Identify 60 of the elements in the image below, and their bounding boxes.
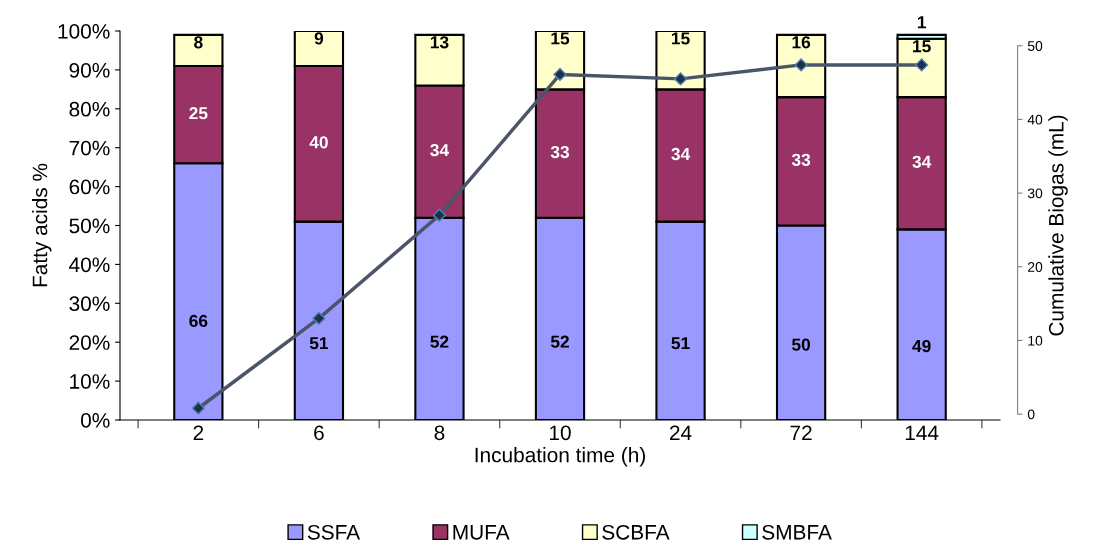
data-label: 51	[671, 337, 690, 350]
data-label: 34	[671, 147, 691, 161]
point	[553, 67, 567, 82]
point	[794, 58, 808, 72]
point	[191, 401, 205, 415]
x-tick-label: 72	[790, 425, 812, 440]
x-tick-label: 6	[314, 425, 324, 441]
data-label: 33	[791, 153, 811, 166]
data-label: 40	[309, 136, 328, 149]
data-label: 50	[791, 338, 811, 351]
y-tick-label: 50%	[69, 218, 110, 234]
x-tick-label: 8	[434, 425, 445, 441]
y-tick-label: 100%	[58, 24, 110, 39]
y-tick-label: 60%	[69, 179, 110, 195]
y-tick-label: 90%	[69, 62, 110, 78]
data-label: 13	[430, 36, 449, 49]
data-label: 34	[912, 155, 932, 168]
data-label: 16	[792, 36, 811, 49]
y2-tick-label: 10	[1028, 335, 1043, 346]
y2-tick-label: 40	[1027, 114, 1043, 125]
y-tick-label: 0%	[80, 413, 110, 428]
y-tick-label: 70%	[69, 140, 110, 156]
data-label: 8	[194, 36, 203, 49]
data-label: 15	[671, 32, 690, 45]
data-label: 52	[430, 335, 449, 348]
y2-tick-label: 50	[1027, 41, 1043, 51]
data-label: 1	[917, 16, 926, 29]
y-tick-label: 30%	[69, 296, 110, 312]
data-label: 66	[189, 314, 208, 328]
legend-label: SSFA	[307, 524, 361, 540]
y2-tick-label: 20	[1028, 262, 1043, 272]
x-tick-label: 2	[193, 425, 204, 440]
y-tick-label: 20%	[69, 335, 110, 350]
x-axis-title: Incubation time (h)	[475, 447, 645, 467]
y2-axis-title: Cumulative Biogas (mL)	[1048, 115, 1068, 336]
y-axis-title: Fatty acids %	[32, 163, 52, 287]
point	[915, 58, 929, 72]
y-tick-label: 80%	[69, 101, 110, 117]
legend-label: SMBFA	[762, 524, 832, 540]
data-label: 9	[314, 32, 324, 45]
data-label: 52	[550, 335, 569, 348]
y-tick-label: 10%	[70, 374, 110, 389]
x-tick-label: 10	[550, 425, 571, 441]
y2-tick-label: 0	[1027, 409, 1035, 420]
legend-label: SCBFA	[602, 524, 670, 540]
point	[673, 72, 688, 86]
point	[312, 311, 326, 325]
data-label: 25	[189, 107, 208, 120]
data-label: 51	[309, 337, 329, 350]
point	[432, 208, 447, 222]
data-label: 15	[913, 40, 931, 53]
data-label: 34	[430, 143, 450, 157]
x-tick-label: 144	[905, 425, 939, 440]
y2-tick-label: 30	[1027, 188, 1043, 199]
data-label: 33	[550, 145, 570, 159]
legend-label: MUFA	[453, 525, 510, 540]
data-label: 15	[551, 32, 570, 45]
y-tick-label: 40%	[69, 257, 110, 273]
data-label: 49	[912, 339, 931, 353]
x-tick-label: 24	[670, 425, 692, 440]
